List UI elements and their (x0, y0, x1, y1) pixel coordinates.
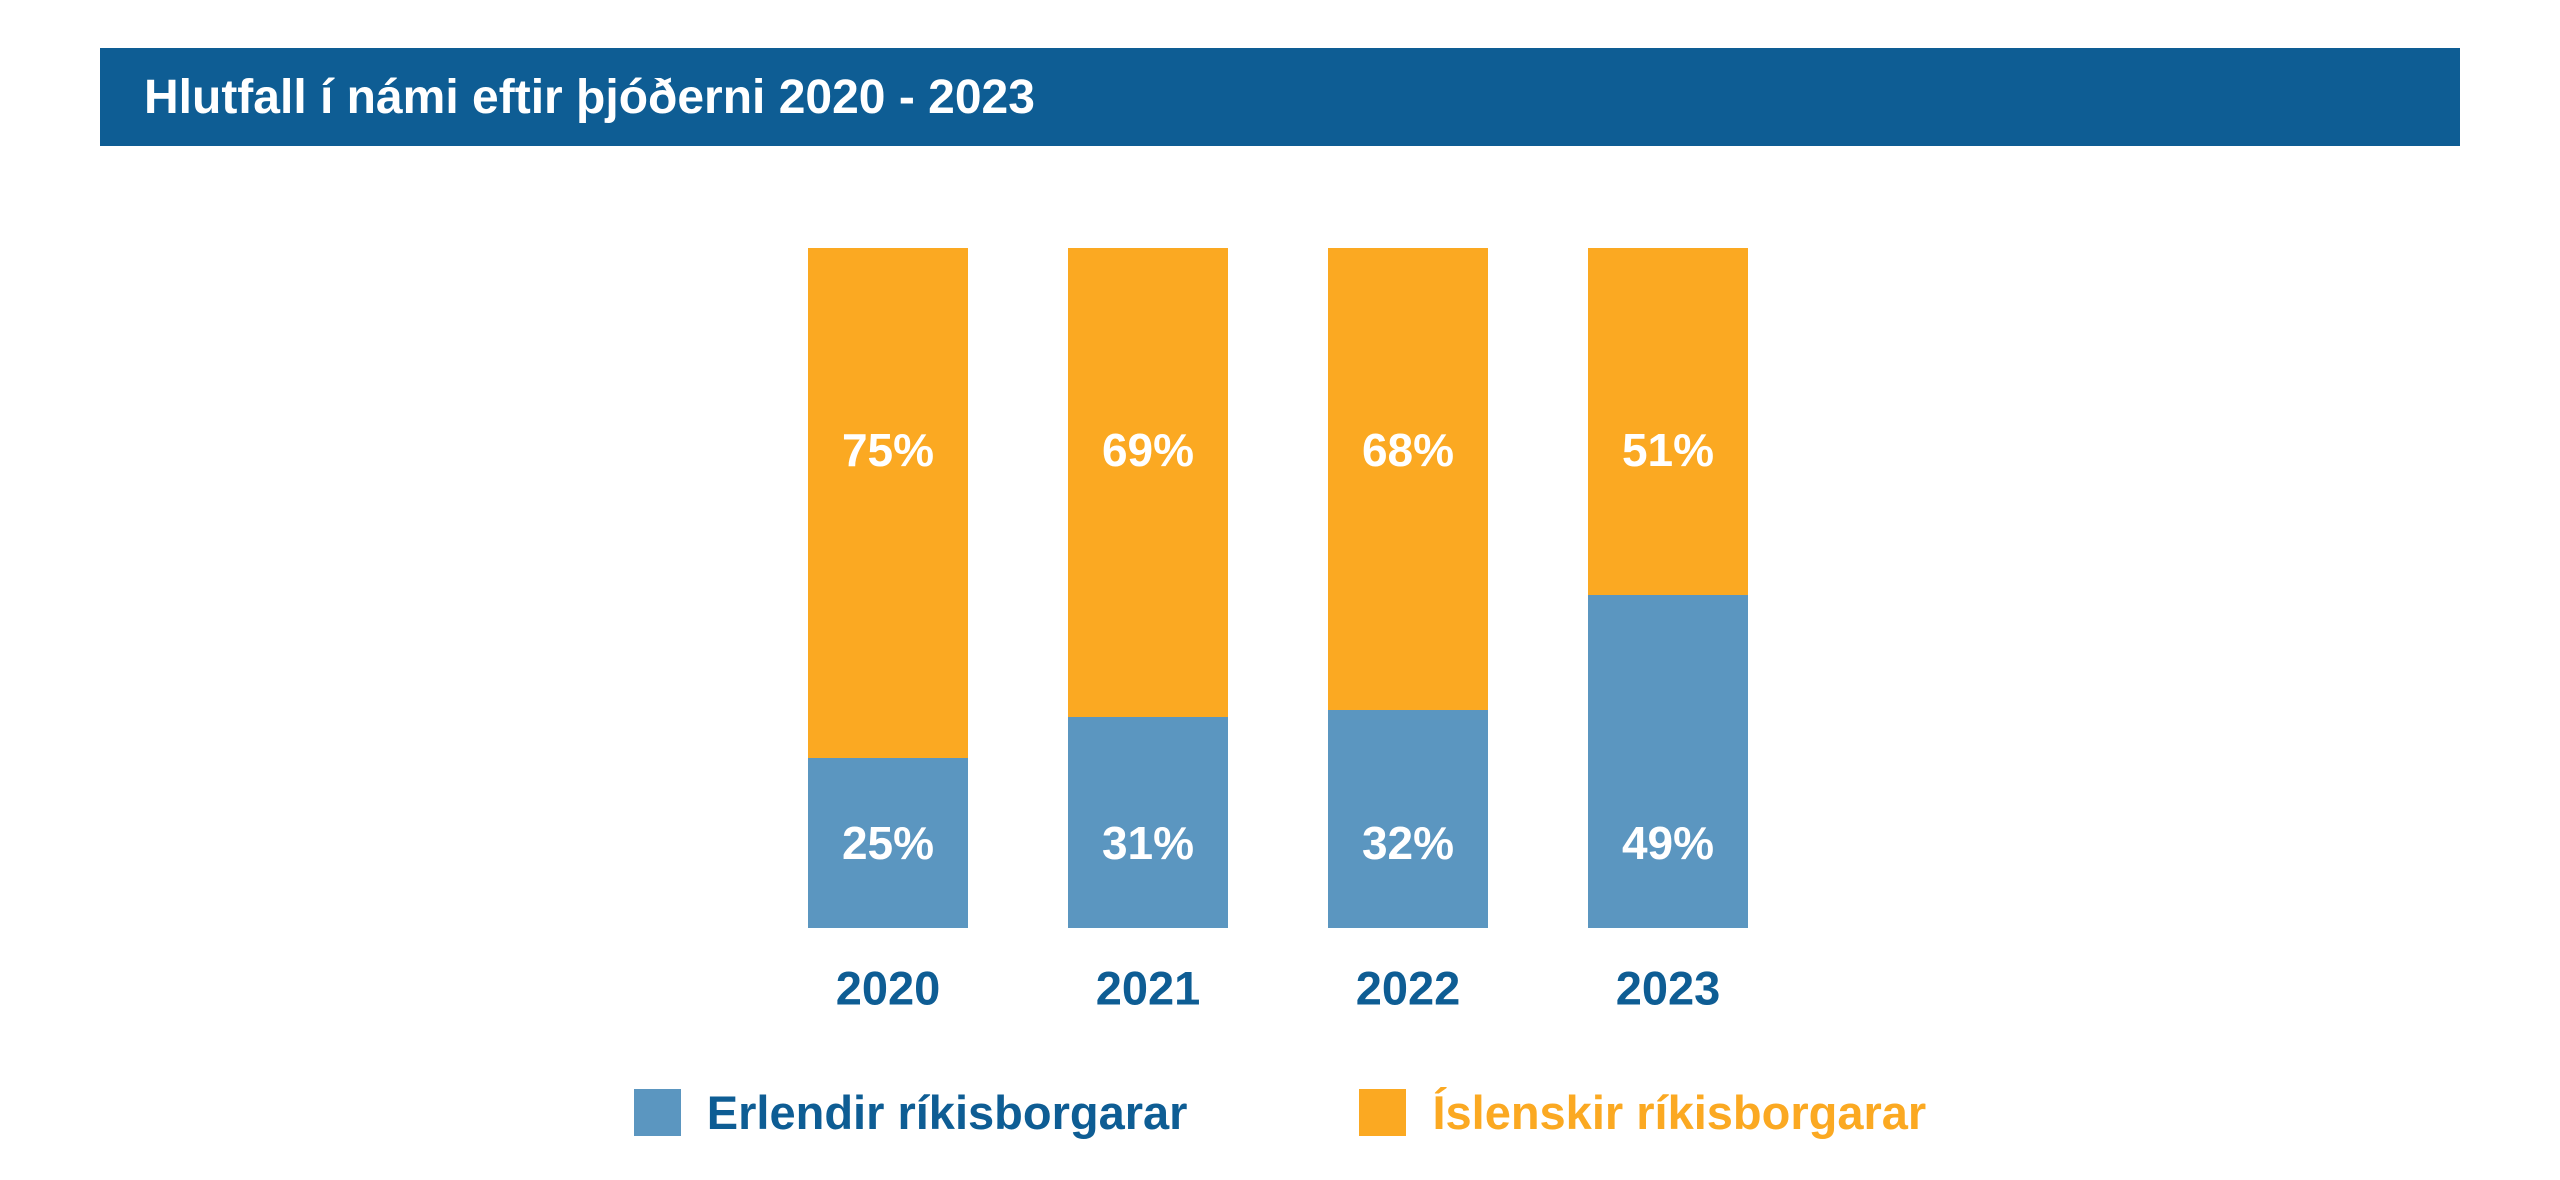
value-label-islenskir-2021: 69% (1101, 424, 1195, 476)
value-label-islenskir-2020: 75% (841, 424, 935, 476)
legend-label-erlendir: Erlendir ríkisborgarar (706, 1086, 1188, 1139)
x-axis-label-2023: 2023 (1615, 961, 1721, 1015)
bar-stack-2022 (1328, 248, 1488, 928)
x-axis-label-2022: 2022 (1355, 961, 1461, 1015)
title-banner: Hlutfall í námi eftir þjóðerni 2020 - 20… (100, 48, 2460, 146)
bar-segment-erlendir-2021 (1068, 717, 1228, 928)
bar-segment-islenskir-2020 (808, 248, 968, 758)
bar-segment-islenskir-2021 (1068, 248, 1228, 718)
value-label-islenskir-2022: 68% (1361, 424, 1455, 476)
bar-segment-erlendir-2020 (808, 758, 968, 928)
legend-label-islenskir: Íslenskir ríkisborgarar (1432, 1086, 1927, 1139)
value-label-erlendir-2021: 31% (1101, 817, 1195, 869)
bar-segment-islenskir-2022 (1328, 248, 1488, 711)
value-label-erlendir-2023: 49% (1621, 817, 1715, 869)
value-label-islenskir-2023: 51% (1621, 424, 1715, 476)
legend-swatch-orange-icon (1359, 1089, 1407, 1136)
bar-segment-islenskir-2023 (1588, 248, 1748, 595)
x-axis-label-2020: 2020 (835, 961, 941, 1015)
legend-item-erlendir: Erlendir ríkisborgarar (633, 1085, 1188, 1140)
bar-segment-erlendir-2023 (1588, 594, 1748, 928)
bar-segment-erlendir-2022 (1328, 710, 1488, 928)
chart-legend: Erlendir ríkisborgarar Íslenskir ríkisbo… (0, 1085, 2560, 1140)
bar-stack-2023 (1588, 248, 1748, 928)
value-label-erlendir-2022: 32% (1361, 817, 1455, 869)
bar-stack-2021 (1068, 248, 1228, 928)
bar-group-2020: 75% 25% 2020 (808, 248, 968, 1015)
x-axis-label-2021: 2021 (1095, 961, 1201, 1015)
bar-group-2021: 69% 31% 2021 (1068, 248, 1228, 1015)
legend-item-islenskir: Íslenskir ríkisborgarar (1359, 1085, 1926, 1140)
bar-group-2022: 68% 32% 2022 (1328, 248, 1488, 1015)
value-label-erlendir-2020: 25% (841, 817, 935, 869)
bar-stack-2020 (808, 248, 968, 928)
page-title: Hlutfall í námi eftir þjóðerni 2020 - 20… (144, 70, 1035, 124)
bar-group-2023: 51% 49% 2023 (1588, 248, 1748, 1015)
legend-swatch-blue-icon (633, 1089, 681, 1136)
